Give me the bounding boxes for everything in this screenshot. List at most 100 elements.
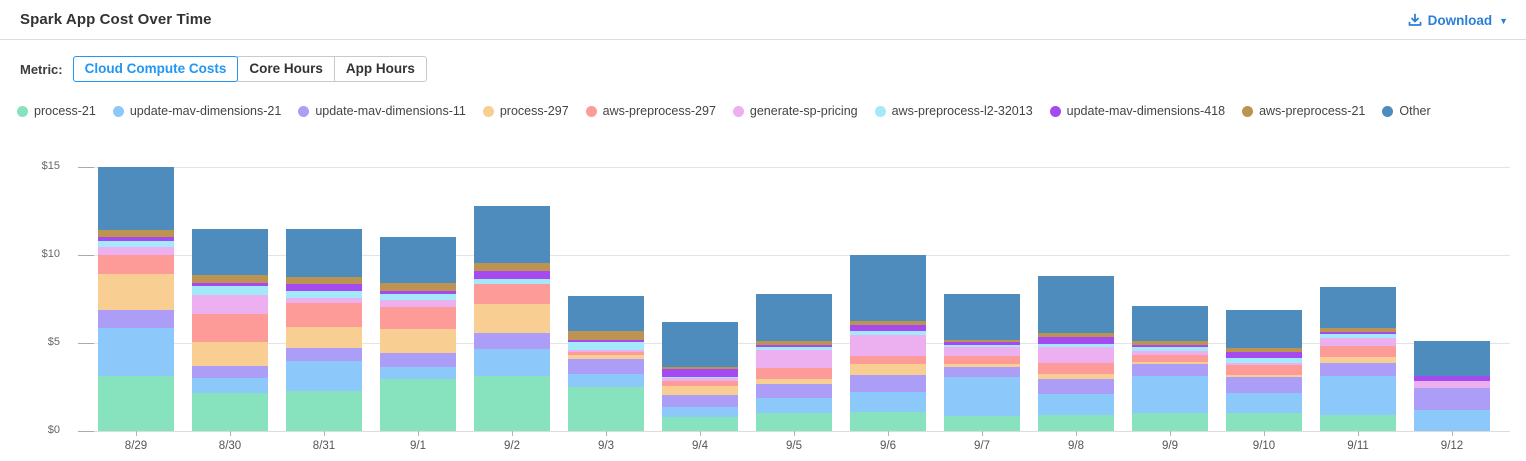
bar-segment-generate-sp-pricing[interactable]: [662, 378, 738, 381]
bar-segment-aws-preprocess-21[interactable]: [1226, 348, 1302, 352]
bar-segment-other[interactable]: [662, 321, 738, 367]
bar-segment-aws-preprocess-l2-32013[interactable]: [756, 347, 832, 351]
bar-segment-update-mav-dimensions-418[interactable]: [474, 270, 550, 279]
bar-segment-aws-preprocess-l2-32013[interactable]: [662, 376, 738, 379]
bar-segment-aws-preprocess-l2-32013[interactable]: [380, 293, 456, 300]
bar-segment-update-mav-dimensions-11[interactable]: [474, 333, 550, 350]
bar-segment-update-mav-dimensions-418[interactable]: [286, 284, 362, 292]
bar-segment-update-mav-dimensions-11[interactable]: [1132, 364, 1208, 377]
bar-segment-aws-preprocess-l2-32013[interactable]: [1038, 343, 1114, 347]
bar-segment-process-21[interactable]: [1226, 413, 1302, 431]
bar-segment-generate-sp-pricing[interactable]: [98, 247, 174, 256]
bar-segment-generate-sp-pricing[interactable]: [1414, 380, 1490, 388]
bar-segment-aws-preprocess-l2-32013[interactable]: [1320, 334, 1396, 338]
bar-segment-aws-preprocess-l2-32013[interactable]: [944, 344, 1020, 347]
bar-segment-aws-preprocess-297[interactable]: [662, 380, 738, 387]
bar-segment-other[interactable]: [850, 255, 926, 322]
bar-segment-aws-preprocess-297[interactable]: [850, 356, 926, 365]
bar-segment-process-297[interactable]: [1320, 357, 1396, 364]
bar-segment-process-21[interactable]: [568, 387, 644, 431]
bar-segment-update-mav-dimensions-21[interactable]: [380, 366, 456, 380]
bar-segment-aws-preprocess-21[interactable]: [944, 339, 1020, 343]
bar-segment-generate-sp-pricing[interactable]: [1038, 346, 1114, 364]
bar-segment-generate-sp-pricing[interactable]: [850, 335, 926, 357]
bar-segment-aws-preprocess-l2-32013[interactable]: [474, 278, 550, 285]
bar-segment-process-297[interactable]: [474, 304, 550, 334]
bar-segment-update-mav-dimensions-418[interactable]: [662, 369, 738, 377]
bar-9/7[interactable]: [944, 293, 1020, 431]
bar-segment-aws-preprocess-l2-32013[interactable]: [286, 291, 362, 299]
bar-segment-update-mav-dimensions-21[interactable]: [944, 377, 1020, 417]
bar-segment-process-297[interactable]: [662, 386, 738, 395]
bar-segment-update-mav-dimensions-21[interactable]: [98, 328, 174, 377]
bar-segment-other[interactable]: [192, 228, 268, 276]
bar-segment-other[interactable]: [1414, 341, 1490, 377]
bar-segment-process-297[interactable]: [98, 274, 174, 310]
bar-segment-update-mav-dimensions-21[interactable]: [756, 397, 832, 413]
bar-segment-aws-preprocess-297[interactable]: [286, 303, 362, 328]
bar-segment-other[interactable]: [1132, 306, 1208, 342]
bar-segment-update-mav-dimensions-418[interactable]: [756, 344, 832, 348]
bar-segment-process-21[interactable]: [944, 416, 1020, 431]
bar-segment-update-mav-dimensions-11[interactable]: [1038, 379, 1114, 395]
legend-item-generate-sp-pricing[interactable]: generate-sp-pricing: [732, 104, 858, 118]
bar-segment-update-mav-dimensions-418[interactable]: [1226, 351, 1302, 359]
bar-segment-process-297[interactable]: [1132, 362, 1208, 365]
legend-item-process-21[interactable]: process-21: [17, 104, 96, 118]
bar-segment-process-297[interactable]: [756, 379, 832, 384]
bar-segment-update-mav-dimensions-11[interactable]: [286, 348, 362, 361]
bar-segment-process-21[interactable]: [850, 411, 926, 431]
tab-app-hours[interactable]: App Hours: [333, 56, 427, 82]
bar-9/1[interactable]: [380, 237, 456, 431]
bar-segment-process-297[interactable]: [192, 342, 268, 366]
bar-segment-update-mav-dimensions-11[interactable]: [380, 352, 456, 367]
bar-segment-update-mav-dimensions-11[interactable]: [850, 374, 926, 393]
bar-segment-aws-preprocess-21[interactable]: [380, 283, 456, 292]
bar-segment-aws-preprocess-297[interactable]: [1226, 365, 1302, 375]
bar-segment-other[interactable]: [380, 237, 456, 284]
bar-segment-update-mav-dimensions-11[interactable]: [1226, 377, 1302, 394]
bar-segment-update-mav-dimensions-418[interactable]: [1320, 331, 1396, 335]
bar-segment-update-mav-dimensions-11[interactable]: [1320, 363, 1396, 377]
bar-segment-update-mav-dimensions-11[interactable]: [662, 394, 738, 408]
bar-segment-update-mav-dimensions-418[interactable]: [1038, 336, 1114, 344]
bar-segment-update-mav-dimensions-21[interactable]: [286, 360, 362, 392]
legend-item-process-297[interactable]: process-297: [482, 104, 569, 118]
bar-segment-update-mav-dimensions-418[interactable]: [568, 339, 644, 343]
bar-segment-update-mav-dimensions-11[interactable]: [944, 366, 1020, 378]
bar-9/5[interactable]: [756, 293, 832, 431]
bar-segment-generate-sp-pricing[interactable]: [1320, 337, 1396, 346]
bar-segment-process-297[interactable]: [1226, 374, 1302, 378]
bar-segment-aws-preprocess-297[interactable]: [98, 255, 174, 275]
bar-segment-update-mav-dimensions-11[interactable]: [1414, 387, 1490, 410]
bar-segment-aws-preprocess-21[interactable]: [756, 341, 832, 345]
bar-segment-aws-preprocess-l2-32013[interactable]: [1132, 347, 1208, 351]
bar-segment-generate-sp-pricing[interactable]: [568, 350, 644, 352]
bar-segment-update-mav-dimensions-21[interactable]: [474, 349, 550, 376]
bar-segment-aws-preprocess-21[interactable]: [286, 277, 362, 285]
legend-item-update-mav-dimensions-418[interactable]: update-mav-dimensions-418: [1049, 104, 1225, 118]
bar-segment-generate-sp-pricing[interactable]: [1226, 363, 1302, 366]
bar-segment-generate-sp-pricing[interactable]: [944, 346, 1020, 357]
bar-segment-process-21[interactable]: [1320, 415, 1396, 431]
bar-segment-update-mav-dimensions-21[interactable]: [1132, 376, 1208, 413]
bar-9/6[interactable]: [850, 255, 926, 431]
legend-item-update-mav-dimensions-11[interactable]: update-mav-dimensions-11: [298, 104, 466, 118]
bar-segment-process-21[interactable]: [286, 391, 362, 431]
bar-segment-aws-preprocess-21[interactable]: [192, 275, 268, 284]
bar-segment-aws-preprocess-21[interactable]: [1038, 333, 1114, 337]
bar-segment-update-mav-dimensions-418[interactable]: [944, 342, 1020, 345]
bar-segment-generate-sp-pricing[interactable]: [192, 294, 268, 314]
bar-segment-aws-preprocess-297[interactable]: [1132, 355, 1208, 363]
bar-segment-aws-preprocess-21[interactable]: [568, 330, 644, 340]
bar-segment-process-21[interactable]: [756, 412, 832, 431]
bar-segment-generate-sp-pricing[interactable]: [380, 299, 456, 307]
bar-segment-update-mav-dimensions-418[interactable]: [380, 291, 456, 294]
bar-segment-aws-preprocess-297[interactable]: [756, 367, 832, 380]
bar-segment-update-mav-dimensions-418[interactable]: [192, 283, 268, 286]
bar-9/11[interactable]: [1320, 286, 1396, 431]
bar-segment-aws-preprocess-l2-32013[interactable]: [568, 342, 644, 351]
bar-segment-update-mav-dimensions-21[interactable]: [192, 378, 268, 394]
bar-segment-process-297[interactable]: [1038, 373, 1114, 380]
bar-segment-aws-preprocess-297[interactable]: [474, 284, 550, 305]
